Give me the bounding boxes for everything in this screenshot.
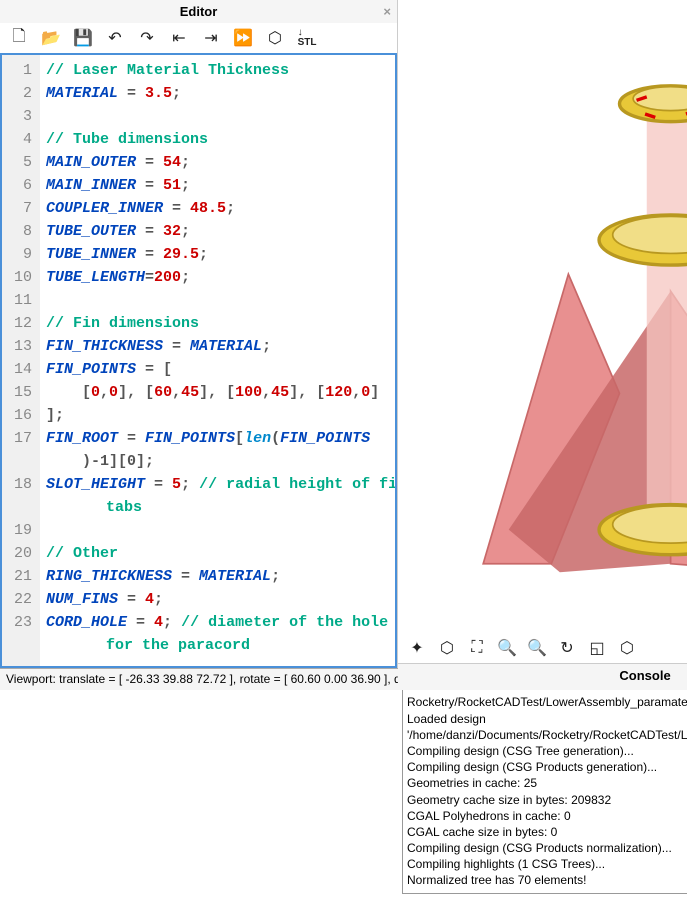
undo-icon[interactable]: ↶ <box>106 29 124 47</box>
cube-icon[interactable]: ⬡ <box>438 639 456 657</box>
zoom-in-icon[interactable]: 🔍 <box>498 639 516 657</box>
redo-icon[interactable]: ↷ <box>138 29 156 47</box>
editor-toolbar: 🗋 📂 💾 ↶ ↷ ⇤ ⇥ ⏩ ⬡ ↓STL <box>0 23 397 53</box>
3d-viewer[interactable] <box>398 0 687 633</box>
new-icon[interactable]: 🗋 <box>10 29 28 47</box>
unindent-icon[interactable]: ⇤ <box>170 29 188 47</box>
viewer-toolbar: ✦ ⬡ ⛶ 🔍 🔍 ↻ ◱ ⬡ <box>398 633 687 663</box>
save-icon[interactable]: 💾 <box>74 29 92 47</box>
preview-icon[interactable]: ⏩ <box>234 29 252 47</box>
close-icon[interactable]: × <box>383 4 391 19</box>
open-icon[interactable]: 📂 <box>42 29 60 47</box>
reset-icon[interactable]: ↻ <box>558 639 576 657</box>
indent-icon[interactable]: ⇥ <box>202 29 220 47</box>
console-output: Rocketry/RocketCADTest/LowerAssembly_par… <box>402 689 687 893</box>
code-editor[interactable]: 1234567891011121314151617181920212223 //… <box>0 53 397 668</box>
stl-icon[interactable]: ↓STL <box>298 29 316 47</box>
persp-icon[interactable]: ⬡ <box>618 639 636 657</box>
zoom-out-icon[interactable]: 🔍 <box>528 639 546 657</box>
render-icon[interactable]: ⬡ <box>266 29 284 47</box>
console-title: Console× <box>398 664 687 687</box>
zoom-fit-icon[interactable]: ⛶ <box>468 639 486 657</box>
axes-icon[interactable]: ✦ <box>408 639 426 657</box>
ortho-icon[interactable]: ◱ <box>588 639 606 657</box>
editor-title: Editor× <box>0 0 397 23</box>
